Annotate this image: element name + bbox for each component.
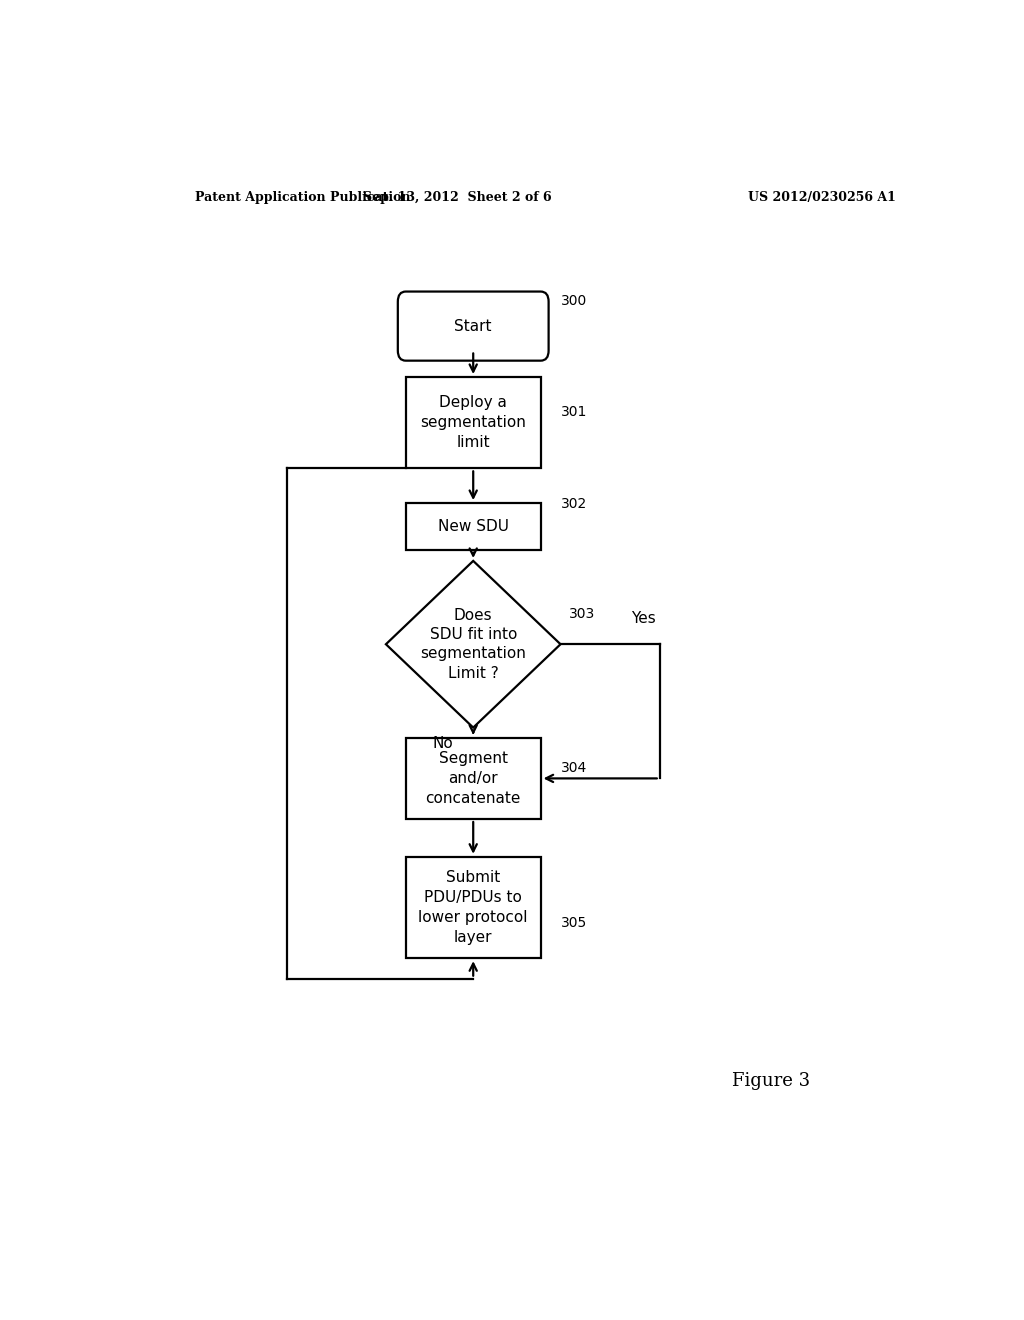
Text: 305: 305 [560,916,587,929]
Text: Patent Application Publication: Patent Application Publication [196,190,411,203]
Bar [406,503,541,549]
Text: No: No [432,735,454,751]
FancyBboxPatch shape [397,292,549,360]
Bar [406,738,541,818]
Text: 303: 303 [568,607,595,620]
Text: Segment
and/or
concatenate: Segment and/or concatenate [426,751,521,805]
Text: Deploy a
segmentation
limit: Deploy a segmentation limit [420,396,526,450]
Text: 302: 302 [560,496,587,511]
Text: Yes: Yes [631,611,655,626]
Text: Does
SDU fit into
segmentation
Limit ?: Does SDU fit into segmentation Limit ? [420,609,526,681]
Text: 301: 301 [560,405,587,420]
Bar [406,857,541,958]
Text: Submit
PDU/PDUs to
lower protocol
layer: Submit PDU/PDUs to lower protocol layer [419,870,528,945]
Polygon shape [386,561,560,727]
Text: Start: Start [455,318,492,334]
Text: US 2012/0230256 A1: US 2012/0230256 A1 [749,190,896,203]
Text: Sep. 13, 2012  Sheet 2 of 6: Sep. 13, 2012 Sheet 2 of 6 [364,190,552,203]
Text: 304: 304 [560,762,587,775]
Bar [406,378,541,469]
Text: New SDU: New SDU [437,519,509,533]
Text: Figure 3: Figure 3 [732,1072,810,1090]
Text: 300: 300 [560,293,587,308]
